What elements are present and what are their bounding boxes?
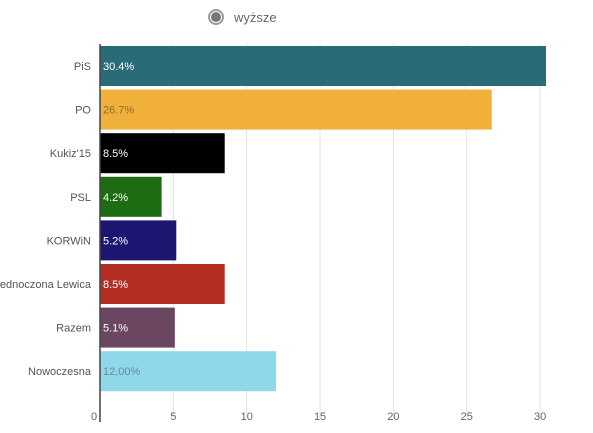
x-tick-label: 10 [241,411,253,423]
category-label: Zjednoczona Lewica [0,279,92,291]
x-tick-label: 5 [170,411,176,423]
radio-selected-icon[interactable] [208,9,224,25]
x-tick-label: 20 [387,411,399,423]
bar[interactable] [100,176,162,217]
bar[interactable] [100,264,225,304]
category-label: PiS [74,61,91,73]
category-label: KORWiN [47,235,91,247]
bar[interactable] [100,307,175,348]
bar[interactable] [100,133,225,174]
bar[interactable] [100,220,177,261]
data-label: 12,00% [103,366,141,378]
x-tick-label: 30 [534,411,546,423]
legend-item-wyzsze[interactable]: wyższe [208,6,277,28]
bars: 30.4% 26.7% 8.5% 4.2% 5.2% 8.5% 5.1% 12,00% [100,46,546,392]
data-label: 5.1% [103,323,128,335]
category-label: Kukiz'15 [50,148,91,160]
data-label: 8.5% [103,148,128,160]
category-label: PO [75,105,91,117]
category-label: PSL [70,192,91,204]
x-tick-labels: 0 5 10 15 20 25 30 [91,411,546,423]
data-label: 26.7% [103,105,134,117]
category-label: Razem [56,323,91,335]
data-label: 30.4% [103,61,134,73]
x-tick-label: 0 [91,411,97,423]
bar[interactable] [100,351,277,392]
category-label: Nowoczesna [28,366,92,378]
data-label: 8.5% [103,279,128,291]
category-labels: PiS PO Kukiz'15 PSL KORWiN Zjednoczona Lewica… [0,61,92,378]
legend-label: wyższe [234,9,277,25]
bar[interactable] [100,89,492,130]
bar[interactable] [100,46,546,86]
data-label: 4.2% [103,192,128,204]
x-tick-label: 15 [314,411,326,423]
x-tick-label: 25 [461,411,473,423]
data-label: 5.2% [103,235,128,247]
